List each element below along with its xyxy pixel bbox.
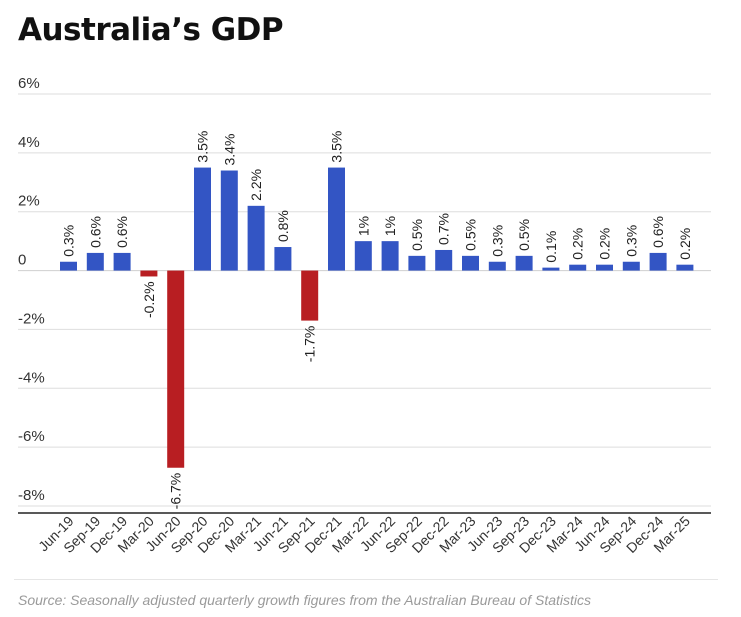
data-label: 1% (355, 216, 371, 236)
data-label: 0.5% (463, 219, 479, 251)
bar (542, 267, 560, 271)
bar (301, 270, 319, 321)
y-tick-label: -6% (18, 428, 45, 445)
bar (488, 261, 506, 271)
bar (328, 167, 345, 271)
source-note: Source: Seasonally adjusted quarterly gr… (18, 592, 591, 608)
data-label: 0.2% (677, 228, 693, 260)
bar (435, 249, 453, 271)
data-label: -6.7% (168, 473, 184, 510)
data-label: 0.1% (543, 231, 559, 263)
bar (408, 255, 426, 271)
data-label: 3.5% (329, 131, 345, 163)
data-label: 0.3% (623, 225, 639, 257)
data-label: 0.5% (516, 219, 532, 251)
bars (60, 167, 694, 468)
x-axis-ticks: Jun-19Sep-19Dec-19Mar-20Jun-20Sep-20Dec-… (35, 513, 693, 556)
bar (515, 255, 533, 271)
data-label: 0.6% (114, 216, 130, 248)
data-label: 0.3% (61, 225, 77, 257)
bar (167, 270, 185, 468)
bar (194, 167, 211, 271)
data-label: 0.2% (597, 228, 613, 260)
y-axis-ticks: 6% 4% 2% 0 -2% -4% -6% -8% (18, 75, 45, 504)
bar (220, 170, 238, 271)
bar (649, 252, 667, 271)
y-tick-label: -8% (18, 487, 45, 504)
y-tick-label: 6% (18, 75, 40, 92)
gridlines (18, 93, 711, 514)
data-label: -0.2% (141, 281, 157, 318)
y-tick-label: -4% (18, 369, 45, 386)
data-label: 3.4% (221, 134, 237, 166)
bar (86, 252, 104, 271)
y-tick-label: -2% (18, 310, 45, 327)
footer-divider (14, 579, 718, 580)
data-label: 0.8% (275, 210, 291, 242)
y-tick-label: 2% (18, 193, 40, 210)
bar (247, 205, 265, 271)
data-label: 0.2% (570, 228, 586, 260)
chart-title: Australia’s GDP (18, 12, 284, 48)
data-label: 0.5% (409, 219, 425, 251)
data-label: -1.7% (302, 326, 318, 363)
bar (569, 264, 587, 271)
bar (354, 241, 372, 271)
data-label: 0.6% (87, 216, 103, 248)
data-label: 2.2% (248, 169, 264, 201)
data-label: 0.3% (489, 225, 505, 257)
bar (676, 264, 694, 271)
bar (462, 255, 479, 271)
data-label: 1% (382, 216, 398, 236)
data-labels: 0.3% 0.6% 0.6% -0.2% -6.7% 3.5% 3.4% 2.2% 0.8% -1… (61, 131, 693, 510)
bar (622, 261, 640, 271)
bar (60, 261, 77, 271)
bar (596, 264, 613, 271)
data-label: 3.5% (195, 131, 211, 163)
y-tick-label: 4% (18, 134, 40, 151)
bar (113, 252, 131, 271)
y-tick-label: 0 (18, 252, 26, 269)
data-label: 0.7% (436, 213, 452, 245)
bar (140, 270, 158, 277)
data-label: 0.6% (650, 216, 666, 248)
bar (381, 241, 399, 271)
bar (274, 247, 292, 271)
